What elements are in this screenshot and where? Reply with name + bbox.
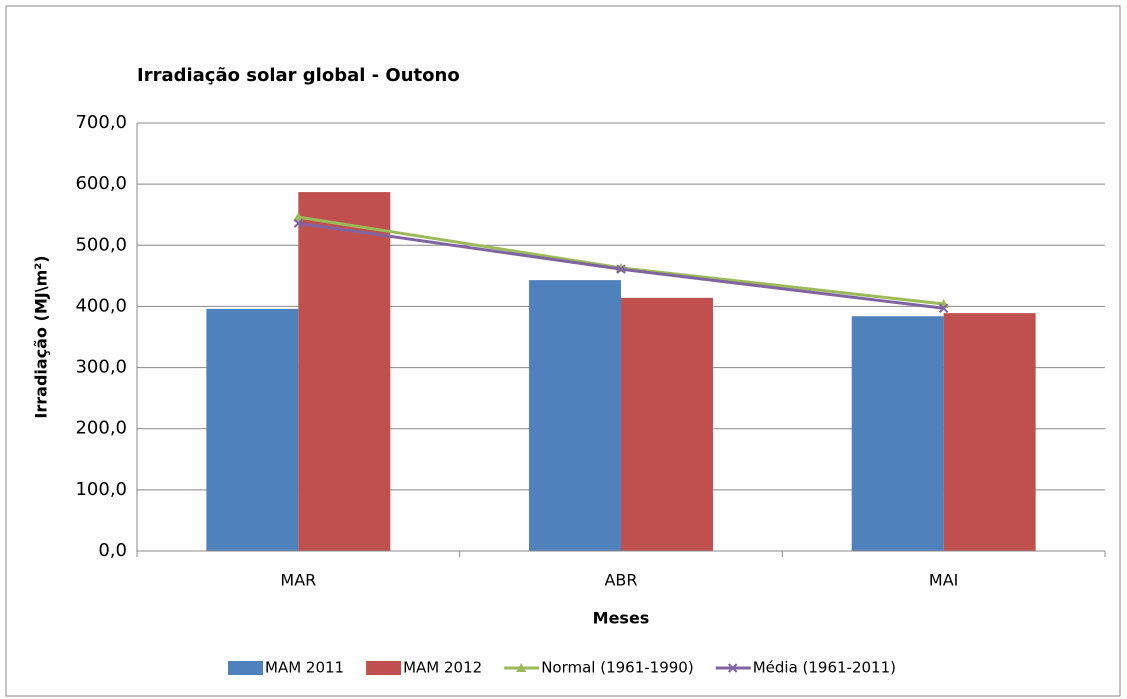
marker [516, 663, 527, 672]
y-tick-label: 700,0 [75, 112, 127, 133]
bar [621, 297, 713, 551]
legend-label: Normal (1961-1990) [541, 659, 694, 677]
marker [293, 218, 304, 228]
legend-swatch [228, 661, 263, 675]
bar [851, 316, 944, 551]
x-tick-label: MAR [280, 571, 316, 590]
legend-label: MAM 2011 [265, 659, 344, 677]
chart-title: Irradiação solar global - Outono [137, 65, 460, 86]
bar [298, 192, 391, 551]
marker [938, 303, 949, 313]
x-tick-label: ABR [604, 571, 637, 590]
bar [529, 280, 621, 551]
y-tick-label: 0,0 [98, 540, 127, 561]
legend-label: MAM 2012 [403, 659, 482, 677]
y-axis-label: Irradiação (MJ\m²) [32, 255, 51, 418]
bar [943, 313, 1036, 551]
y-tick-label: 600,0 [75, 173, 127, 194]
y-tick-label: 100,0 [75, 479, 127, 500]
x-tick-label: MAI [929, 571, 958, 590]
y-tick-label: 200,0 [75, 418, 127, 439]
y-tick-label: 300,0 [75, 357, 127, 378]
marker [727, 663, 738, 673]
y-tick-label: 400,0 [75, 295, 127, 316]
bar [206, 308, 299, 551]
y-tick-label: 500,0 [75, 234, 127, 255]
legend-label: Média (1961-2011) [753, 659, 896, 677]
x-axis-label: Meses [593, 609, 650, 628]
legend-swatch [366, 661, 402, 675]
marker [293, 212, 304, 222]
marker [616, 264, 626, 274]
